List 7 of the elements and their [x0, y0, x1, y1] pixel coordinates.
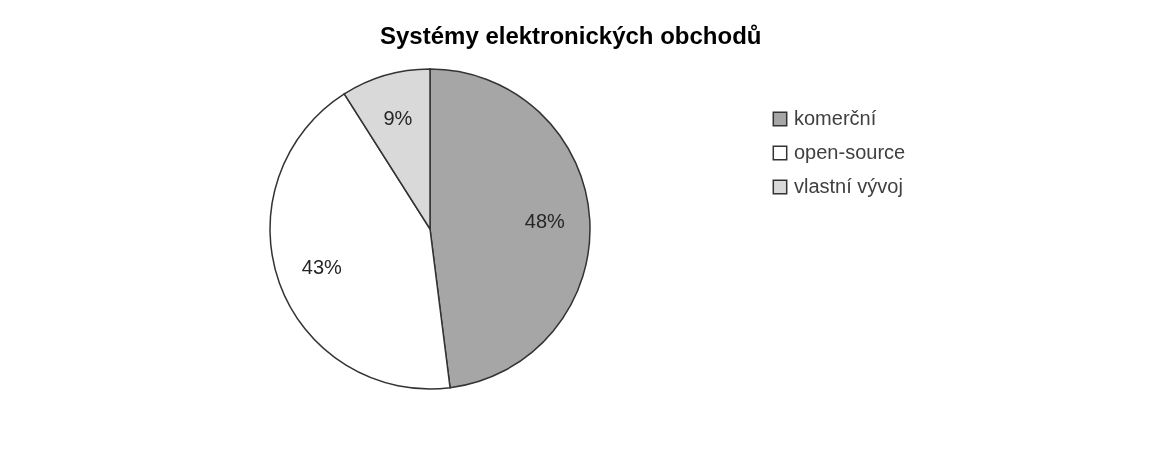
legend-label: vlastní vývoj: [794, 175, 903, 197]
data-label: 9%: [383, 106, 413, 129]
legend-label: komerční: [794, 107, 877, 129]
data-label: 43%: [301, 255, 343, 278]
legend-label: open-source: [794, 141, 906, 163]
chart-title: Systémy elektronických obchodů: [380, 22, 762, 49]
data-label: 48%: [524, 209, 565, 232]
